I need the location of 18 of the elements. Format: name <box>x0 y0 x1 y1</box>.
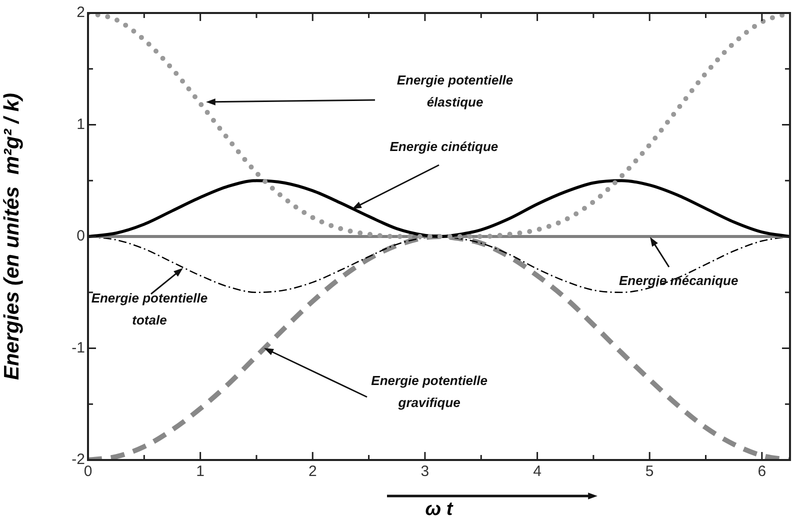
y-axis-title: Energies (en unités m²g² / k) <box>0 92 24 380</box>
x-tick-label: 2 <box>308 463 317 480</box>
y-tick-label: -1 <box>72 339 85 356</box>
x-axis-title: ω t <box>425 498 454 520</box>
x-tick-label: 4 <box>533 463 542 480</box>
annotation: Energie potentielle gravifique <box>371 372 488 410</box>
y-tick-label: -2 <box>72 451 85 468</box>
y-tick-label: 2 <box>76 4 85 22</box>
x-tick-label: 5 <box>645 463 654 480</box>
y-tick-label: 0 <box>76 228 85 245</box>
x-tick-label: 1 <box>196 463 204 480</box>
annotation: Energie potentielle totale <box>91 290 208 328</box>
annotation: Energie mécanique <box>618 273 738 288</box>
annotation: Energie potentielle élastique <box>396 72 514 110</box>
x-tick-label: 6 <box>758 463 766 480</box>
y-tick-label: 1 <box>76 116 85 133</box>
annotation: Energie cinétique <box>390 139 498 154</box>
x-tick-label: 3 <box>420 463 430 480</box>
